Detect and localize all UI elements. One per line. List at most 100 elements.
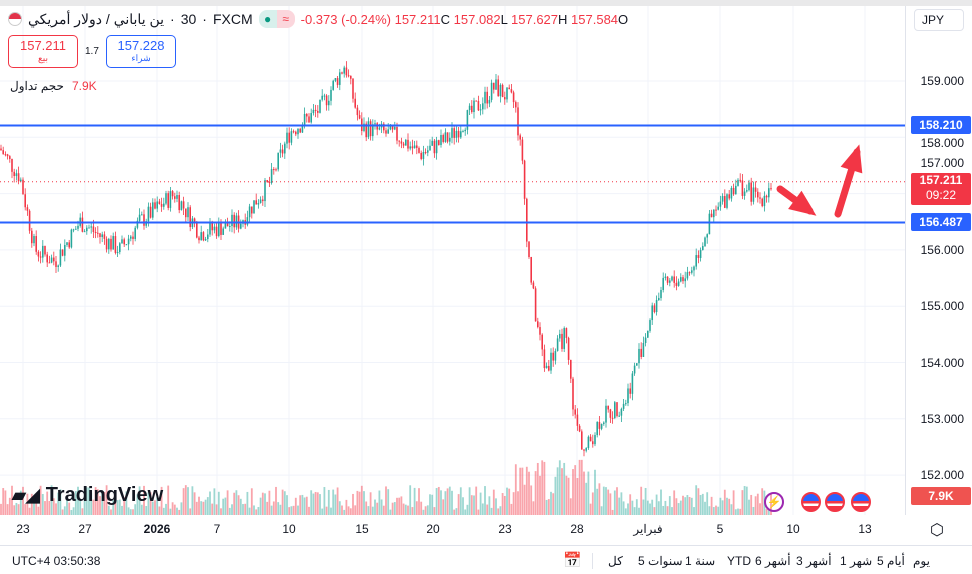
candle-body [220, 222, 222, 235]
price-tick: 156.000 [920, 242, 964, 257]
symbol-name[interactable]: ين ياباني / دولار أمريكي [28, 10, 165, 27]
us-flag-event-icon[interactable] [851, 492, 871, 512]
candle-body [702, 246, 704, 251]
volume-bar [239, 498, 242, 515]
volume-bar [66, 497, 68, 515]
candle-body [66, 242, 68, 245]
volume-bar [4, 490, 7, 515]
candle-body [301, 125, 304, 133]
candle-body [116, 252, 119, 254]
range-button[interactable]: 5 سنوات [638, 554, 683, 568]
lower-level-label[interactable]: 156.487 [911, 213, 971, 232]
candle-body [438, 140, 440, 145]
timezone-clock[interactable]: UTC+4 03:50:38 [12, 554, 101, 568]
candle-body [407, 139, 409, 149]
time-axis[interactable]: 23 27 2026 7 10 15 20 23 28 فبراير 5 10 13 [0, 515, 905, 543]
candle-body [61, 249, 64, 256]
volume-bar [576, 477, 579, 515]
volume-bar [752, 506, 755, 515]
candle-body [675, 282, 678, 286]
volume-bar [666, 506, 669, 515]
price-tick: 153.000 [920, 411, 964, 426]
high-label: H [558, 11, 568, 27]
volume-bar [585, 482, 588, 515]
candle-body [653, 305, 656, 313]
volume-bar [743, 486, 746, 515]
market-status-badge[interactable]: ● ≈ [258, 10, 295, 28]
volume-bar [418, 488, 420, 515]
candle-body [567, 337, 570, 360]
volume-bar [319, 494, 321, 515]
volume-bar [448, 486, 451, 515]
candle-body [328, 100, 330, 106]
event-lightning-icon[interactable]: ⚡ [764, 492, 784, 512]
range-button[interactable]: 5 أيام [877, 554, 905, 568]
buy-button[interactable]: 157.228 شراء [106, 35, 176, 68]
range-button[interactable]: 3 أشهر [796, 554, 832, 568]
candle-body [721, 196, 724, 202]
candle-body [611, 417, 614, 419]
volume-bar [184, 485, 187, 515]
range-button[interactable]: YTD [727, 554, 751, 568]
candle-body [90, 226, 92, 228]
range-button[interactable]: كل [608, 554, 623, 568]
volume-bar [479, 492, 482, 515]
candle-body [394, 126, 396, 130]
currency-button[interactable]: JPY [914, 9, 964, 31]
candle-body [332, 80, 334, 90]
candle-body [160, 203, 163, 207]
candle-body [464, 129, 466, 132]
candle-body [383, 123, 385, 131]
ohlc-values: -0.373 (-0.24%) 157.211C 157.082L 157.62… [301, 12, 629, 27]
volume-bar [543, 461, 546, 515]
price-axis[interactable]: JPY 159.000 158.000 157.000 156.000 155.000 1… [905, 6, 972, 515]
candle-body [266, 180, 268, 182]
us-flag-event-icon[interactable] [825, 492, 845, 512]
candle-body [706, 234, 708, 238]
volume-bar [8, 497, 11, 515]
time-tick: 20 [426, 522, 440, 536]
volume-bar [437, 486, 440, 515]
volume-bar [433, 507, 436, 515]
candle-body [748, 182, 750, 191]
upper-level-label[interactable]: 158.210 [911, 116, 971, 135]
volume-bar [446, 488, 449, 515]
us-flag-event-icon[interactable] [801, 492, 821, 512]
volume-bar [468, 487, 471, 515]
volume-bar [290, 506, 293, 515]
volume-bar [288, 507, 291, 515]
interval[interactable]: 30 [180, 11, 197, 27]
time-tick: 28 [570, 522, 584, 536]
candle-body [581, 431, 583, 450]
chart-canvas[interactable] [0, 6, 905, 515]
candle-body [189, 207, 191, 228]
candle-body [592, 441, 594, 445]
candle-body [548, 365, 550, 371]
candle-body [691, 270, 693, 273]
range-button[interactable]: يوم [913, 554, 930, 568]
volume-bar [589, 503, 592, 515]
tradingview-logo[interactable]: ▰◢ TradingView [12, 484, 163, 507]
sell-button[interactable]: 157.211 بيع [8, 35, 78, 68]
candle-body [11, 158, 13, 172]
volume-bar [330, 507, 332, 515]
candle-body [680, 277, 682, 282]
candle-body [682, 277, 684, 282]
candle-body [50, 257, 53, 263]
candle-body [697, 255, 700, 258]
current-price-label[interactable]: 157.211 09:22 [911, 172, 971, 205]
range-button[interactable]: 6 أشهر [755, 554, 791, 568]
range-button[interactable]: 1 سنة [685, 554, 716, 568]
volume-bar [613, 490, 616, 515]
candle-body [2, 150, 4, 155]
volume-bar [39, 485, 42, 515]
date-range-icon[interactable]: 📅 [563, 552, 582, 569]
volume-bar [684, 497, 687, 515]
settings-icon[interactable]: ⬡ [930, 522, 944, 539]
volume-bar [767, 508, 770, 515]
volume-bar [539, 475, 541, 515]
volume-bar [83, 494, 86, 515]
range-button[interactable]: 1 شهر [840, 554, 873, 568]
volume-bar [558, 460, 561, 515]
candle-body [167, 193, 169, 208]
